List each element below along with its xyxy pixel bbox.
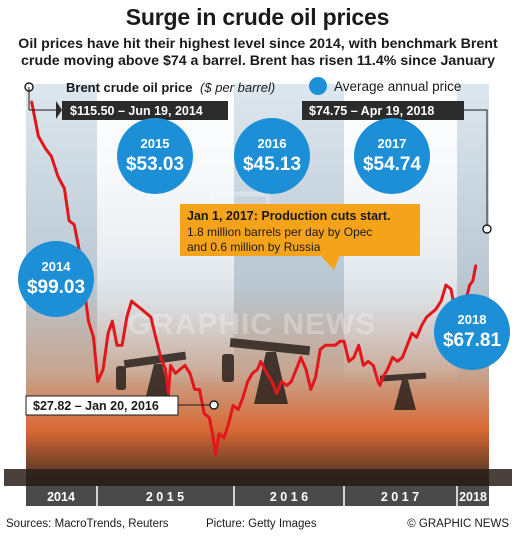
- footer-picture-credit: Picture: Getty Images: [206, 518, 317, 530]
- average-value-2018: $67.81: [443, 330, 502, 351]
- average-year-2018: 2018: [458, 312, 487, 327]
- production-cuts-callout: Jan 1, 2017: Production cuts start. 1.8 …: [180, 204, 420, 270]
- peak-label-box: [62, 101, 228, 120]
- footer-sources: Sources: MacroTrends, Reuters: [6, 518, 169, 530]
- year-axis: 2014 2 0 1 5 2 0 1 6 2 0 1 7 2018: [26, 486, 489, 506]
- latest-marker: [482, 224, 492, 234]
- latest-leader: [464, 109, 488, 225]
- page-title: Surge in crude oil prices: [125, 4, 390, 30]
- year-label-2014: 2014: [47, 490, 75, 504]
- footer: Sources: MacroTrends, Reuters Picture: G…: [6, 516, 509, 534]
- year-label-2015: 2 0 1 5: [146, 490, 184, 504]
- average-year-2015: 2015: [141, 136, 170, 151]
- legend-series-label: Brent crude oil price: [66, 80, 192, 95]
- svg-text:Brent crude oil price ($: Brent crude oil price ($ per barrel): [66, 80, 275, 95]
- average-bubble-2014: 2014 $99.03: [18, 241, 94, 317]
- chart: GN GRAPHIC NEWS Brent crude oil price ($…: [4, 74, 512, 512]
- low-label: $27.82 – Jan 20, 2016: [33, 399, 159, 413]
- svg-text:GRAPHIC NEWS: GRAPHIC NEWS: [128, 308, 377, 341]
- latest-label: $74.75 – Apr 19, 2018: [309, 104, 434, 118]
- footer-copyright: © GRAPHIC NEWS: [407, 518, 509, 530]
- legend-average-label: Average annual price: [334, 79, 461, 94]
- callout-line-1: 1.8 million barrels per day by Opec: [187, 225, 372, 239]
- average-bubble-2017: 2017 $54.74: [354, 118, 430, 194]
- low-marker: [209, 400, 219, 410]
- year-label-2017: 2 0 1 7: [381, 490, 419, 504]
- page-subtitle: Oil prices have hit their highest level …: [18, 36, 498, 69]
- legend: Brent crude oil price ($ per barrel) Ave…: [24, 77, 461, 95]
- average-value-2017: $54.74: [363, 154, 422, 175]
- average-value-2016: $45.13: [243, 154, 301, 175]
- average-year-2014: 2014: [42, 259, 72, 274]
- average-bubble-2016: 2016 $45.13: [234, 118, 310, 194]
- average-value-2014: $99.03: [27, 277, 85, 298]
- series-line-brent: [30, 100, 478, 457]
- average-bubble-2015: 2015 $53.03: [117, 118, 193, 194]
- callout-line-2: and 0.6 million by Russia: [187, 240, 321, 254]
- average-value-2015: $53.03: [126, 154, 184, 175]
- legend-series-unit: ($ per barrel): [200, 80, 275, 95]
- average-year-2016: 2016: [258, 136, 287, 151]
- latest-label-box: [302, 101, 464, 120]
- peak-label: $115.50 – Jun 19, 2014: [70, 104, 203, 118]
- year-label-2016: 2 0 1 6: [270, 490, 308, 504]
- year-label-2018: 2018: [459, 490, 487, 504]
- average-year-2017: 2017: [378, 136, 407, 151]
- callout-title: Jan 1, 2017: Production cuts start.: [187, 209, 391, 223]
- average-bubble-2018: 2018 $67.81: [434, 294, 510, 370]
